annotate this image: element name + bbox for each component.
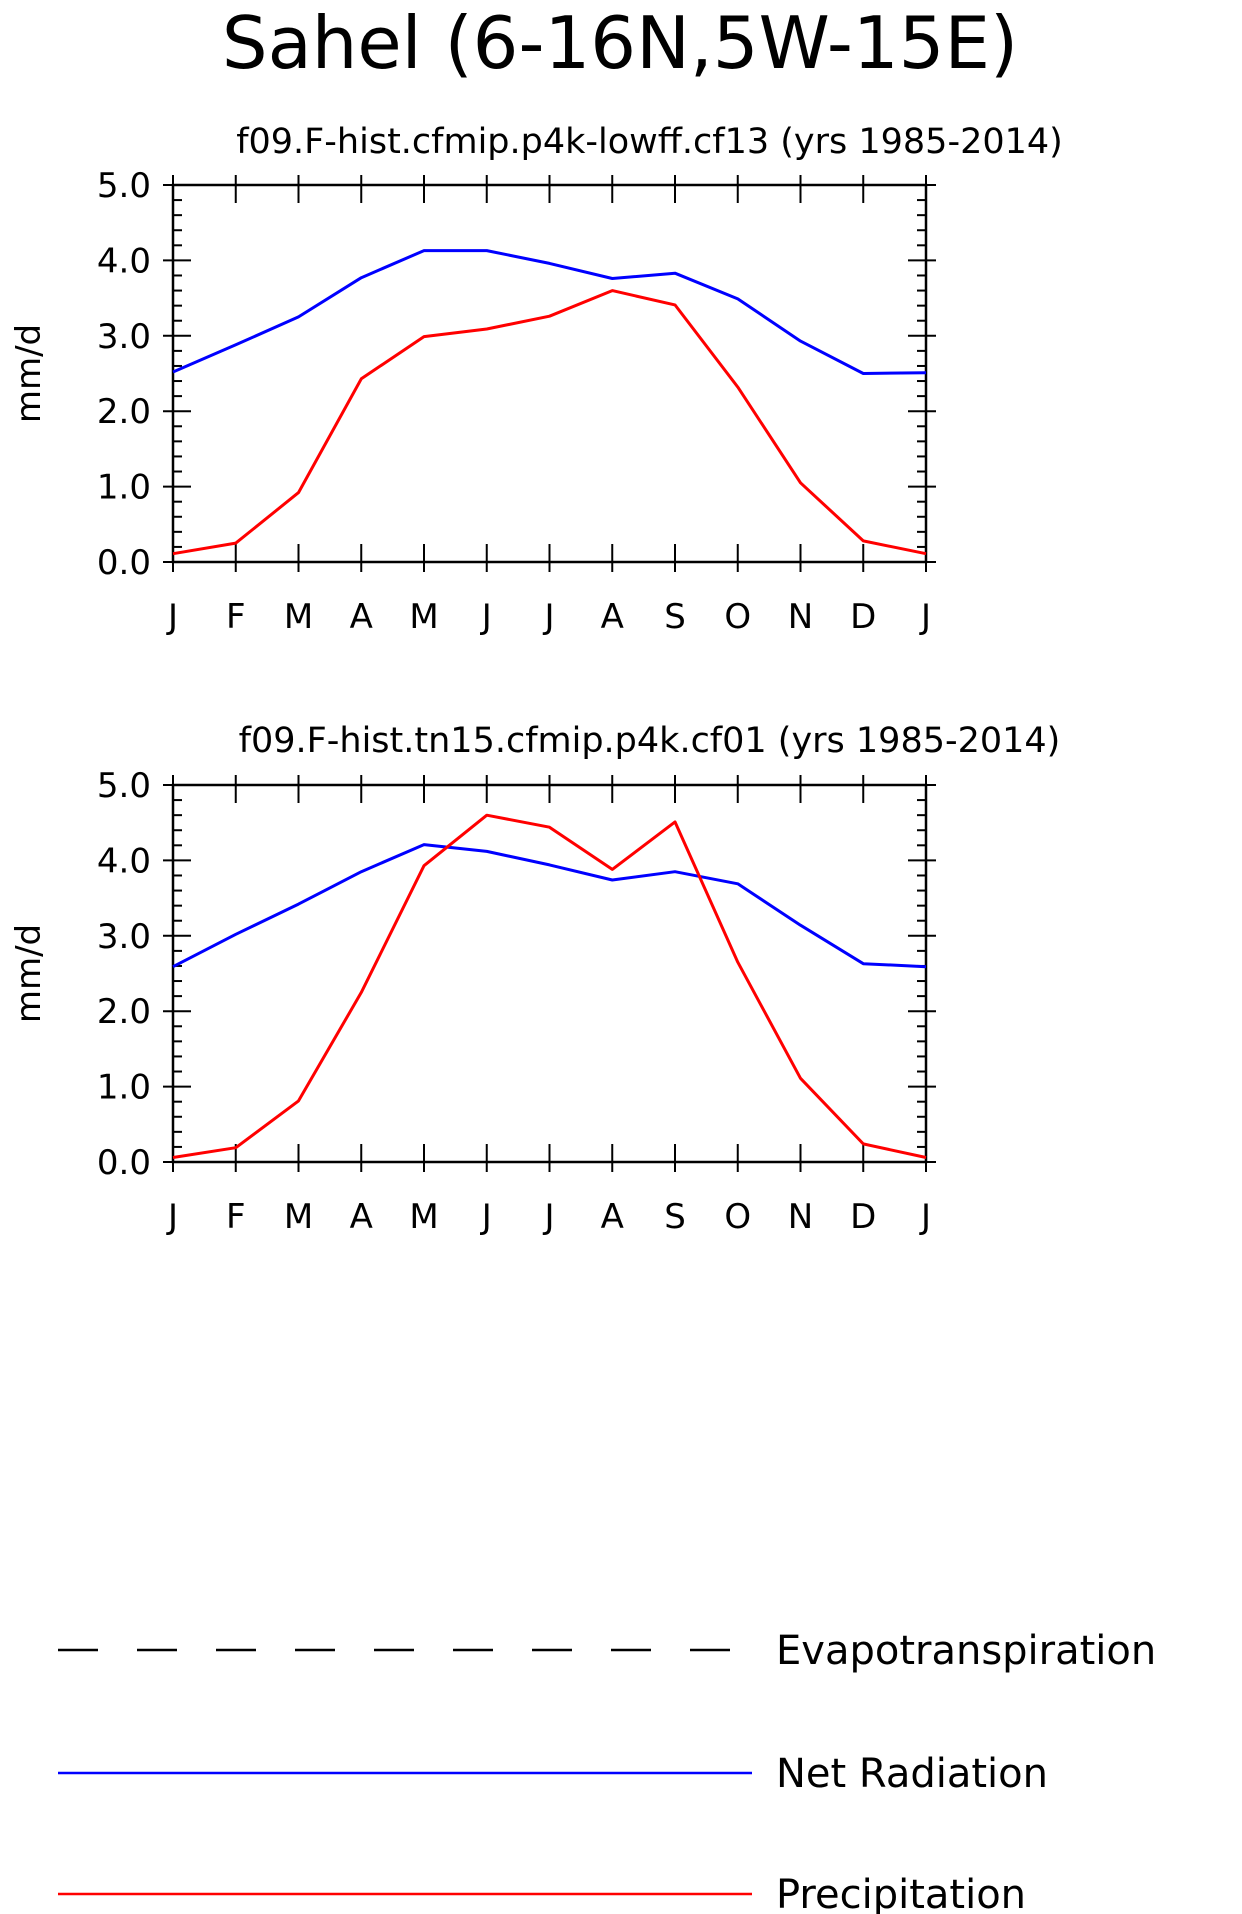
x-tick-label: D <box>850 1197 876 1237</box>
y-tick-label: 3.0 <box>97 917 151 957</box>
x-tick-label: M <box>284 1197 313 1237</box>
x-tick-label: A <box>601 597 624 637</box>
y-axis-label: mm/d <box>9 324 49 423</box>
x-tick-label: S <box>664 1197 686 1237</box>
y-tick-label: 0.0 <box>97 1143 151 1183</box>
y-tick-label: 1.0 <box>97 468 151 508</box>
y-tick-label: 5.0 <box>97 766 151 806</box>
x-tick-label: A <box>350 597 373 637</box>
series-line-net-radiation <box>172 843 927 969</box>
legend-label-net-radiation: Net Radiation <box>776 1751 1048 1797</box>
y-tick-label: 0.0 <box>97 543 151 583</box>
plot-frame <box>171 783 928 1164</box>
x-tick-label: D <box>850 597 876 637</box>
x-tick-label: J <box>919 597 931 637</box>
panel-title: f09.F-hist.tn15.cfmip.p4k.cf01 (yrs 1985… <box>239 721 1061 761</box>
x-tick-label: S <box>664 597 686 637</box>
y-tick-label: 3.0 <box>97 317 151 357</box>
x-tick-label: J <box>480 597 492 637</box>
panel-bottom: f09.F-hist.tn15.cfmip.p4k.cf01 (yrs 1985… <box>9 721 1060 1237</box>
legend-label-evapotranspiration: Evapotranspiration <box>776 1628 1156 1674</box>
figure-title: Sahel (6-16N,5W-15E) <box>222 1 1018 85</box>
x-tick-label: J <box>919 1197 931 1237</box>
x-tick-label: J <box>542 597 554 637</box>
x-tick-label: A <box>350 1197 373 1237</box>
legend-label-precipitation: Precipitation <box>776 1872 1026 1914</box>
plot-frame <box>171 183 928 564</box>
y-tick-label: 2.0 <box>97 992 151 1032</box>
x-tick-label: J <box>480 1197 492 1237</box>
x-tick-label: F <box>226 1197 246 1237</box>
x-tick-label: M <box>284 597 313 637</box>
x-tick-label: A <box>601 1197 624 1237</box>
x-tick-label: O <box>724 1197 751 1237</box>
y-tick-label: 2.0 <box>97 392 151 432</box>
x-tick-label: F <box>226 597 246 637</box>
y-tick-label: 5.0 <box>97 166 151 206</box>
panel-top: f09.F-hist.cfmip.p4k-lowff.cf13 (yrs 198… <box>9 122 1063 637</box>
x-tick-label: M <box>409 1197 438 1237</box>
series-line-precipitation <box>172 289 927 556</box>
x-tick-label: N <box>788 1197 813 1237</box>
y-axis-label: mm/d <box>9 924 49 1023</box>
x-tick-label: J <box>166 597 178 637</box>
series-line-net-radiation <box>172 249 927 375</box>
panel-title: f09.F-hist.cfmip.p4k-lowff.cf13 (yrs 198… <box>236 122 1063 162</box>
series-line-precipitation <box>172 813 927 1159</box>
x-tick-label: J <box>542 1197 554 1237</box>
y-tick-label: 1.0 <box>97 1068 151 1108</box>
x-tick-label: N <box>788 597 813 637</box>
x-tick-label: O <box>724 597 751 637</box>
x-tick-label: J <box>166 1197 178 1237</box>
y-tick-label: 4.0 <box>97 241 151 281</box>
legend: Evapotranspiration Net Radiation Precipita… <box>58 1628 1156 1914</box>
y-tick-label: 4.0 <box>97 841 151 881</box>
x-tick-label: M <box>409 597 438 637</box>
